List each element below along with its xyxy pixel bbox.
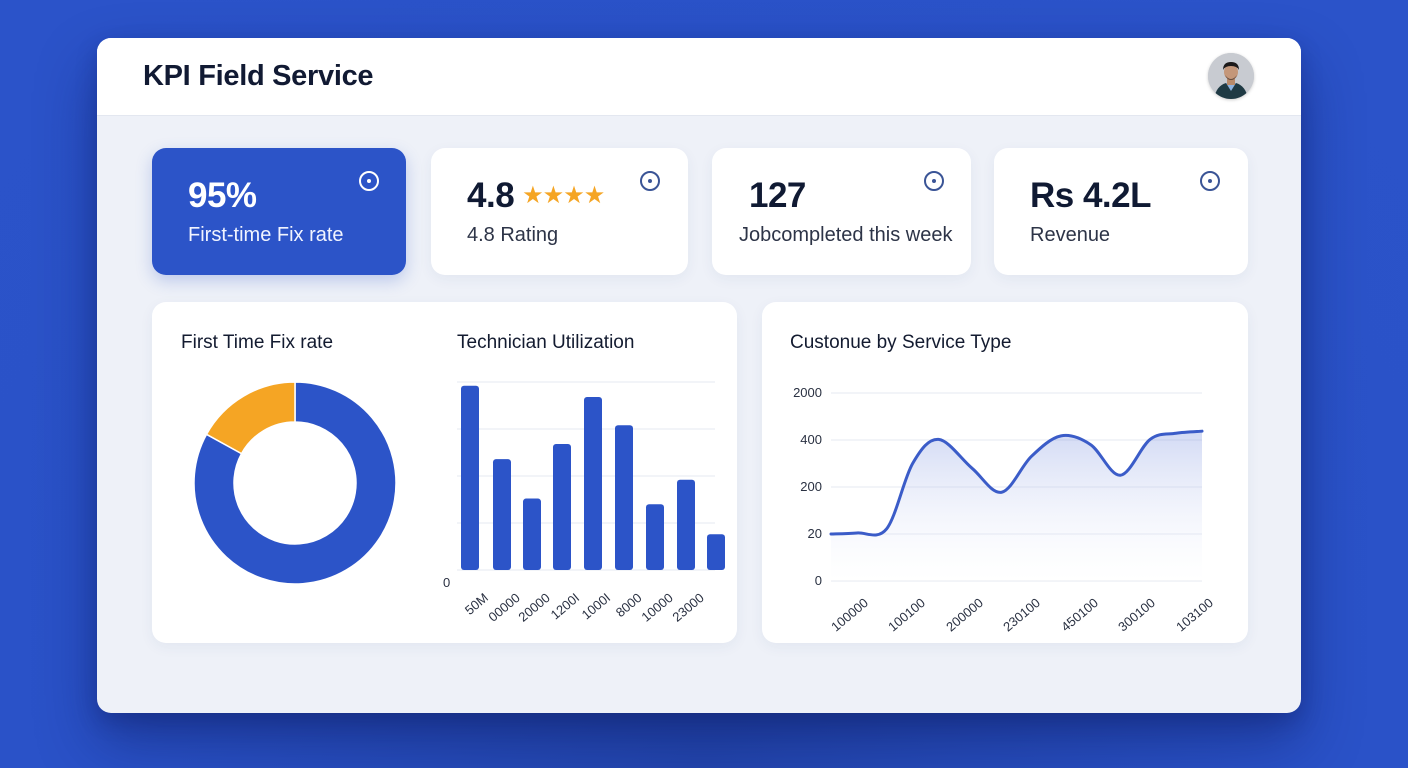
bar-y-zero-label: 0 [443,575,451,590]
line-y-tick-label: 400 [800,432,822,447]
bar-x-tick-label: 1000I [579,590,614,623]
bar-x-tick-label: 00000 [485,590,523,625]
info-target-icon[interactable] [923,170,945,192]
bar[interactable] [707,534,725,570]
kpi-card-rating[interactable]: 4.8 ★★★★ 4.8 Rating [431,148,688,275]
line-x-tick-label: 230100 [1000,595,1044,635]
bar[interactable] [523,498,541,570]
service-type-panel: Custonue by Service Type 0 20 200 400 2000 1… [762,302,1248,643]
line-x-tick-label: 100000 [827,595,871,635]
area-fill [831,431,1202,581]
bar-chart-title: Technician Utilization [457,332,635,353]
line-y-tick-label: 20 [807,526,822,541]
line-y-tick-label: 200 [800,479,822,494]
info-target-icon[interactable] [639,170,661,192]
kpi-card-revenue[interactable]: Rs 4.2L Revenue [994,148,1248,275]
line-x-tick-label: 450100 [1057,595,1101,635]
kpi-label: Revenue [1030,224,1111,246]
line-x-tick-label: 200000 [942,595,986,635]
line-y-tick-label: 2000 [793,385,822,400]
kpi-value: Rs 4.2L [1030,176,1152,215]
page-title: KPI Field Service [143,60,374,92]
bar[interactable] [677,479,695,570]
revenue-line[interactable] [829,429,1204,537]
dashboard-window: KPI Field Service 95% First-time Fix rat… [97,38,1301,713]
bar-x-tick-label: 10000 [638,590,676,625]
header-bar: KPI Field Service [97,38,1301,116]
kpi-value: 127 [749,176,806,215]
user-avatar[interactable] [1208,53,1254,99]
kpi-value: 95% [188,176,257,215]
kpi-label: 4.8 Rating [467,224,559,246]
donut-slice-not-fixed[interactable] [205,381,296,455]
kpi-card-jobs-completed[interactable]: 127 Jobcompleted this week [712,148,971,275]
bar[interactable] [461,385,479,570]
kpi-label: Jobcompleted this week [739,224,953,246]
bar[interactable] [646,504,664,570]
bar[interactable] [493,459,511,570]
bar[interactable] [615,425,633,570]
star-rating-icon: ★★★★ [522,182,605,209]
bar-x-tick-label: 1200I [548,590,583,623]
bar-x-tick-label: 23000 [669,590,707,625]
line-x-tick-label: 100100 [885,595,929,635]
kpi-value: 4.8 ★★★★ [467,176,605,216]
info-target-icon[interactable] [1199,170,1221,192]
donut-slice-fixed[interactable] [193,381,397,585]
kpi-card-first-time-fix[interactable]: 95% First-time Fix rate [152,148,406,275]
service-type-area-chart[interactable] [829,392,1204,583]
utilization-panel: First Time Fix rate Technician Utilizati… [152,302,737,643]
first-time-fix-donut-chart[interactable] [188,376,402,590]
rating-value: 4.8 [467,176,515,215]
line-x-tick-label: 300100 [1115,595,1159,635]
user-avatar-icon [1208,53,1254,99]
bar[interactable] [553,444,571,570]
technician-utilization-bar-chart[interactable] [457,381,737,582]
donut-chart-title: First Time Fix rate [181,332,334,353]
line-chart-title: Custonue by Service Type [790,332,1012,353]
bar[interactable] [584,397,602,570]
line-x-tick-label: 103100 [1172,595,1216,635]
info-target-icon[interactable] [358,170,380,192]
bar-x-tick-label: 20000 [515,590,553,625]
kpi-label: First-time Fix rate [188,224,344,246]
line-y-tick-label: 0 [814,573,822,588]
